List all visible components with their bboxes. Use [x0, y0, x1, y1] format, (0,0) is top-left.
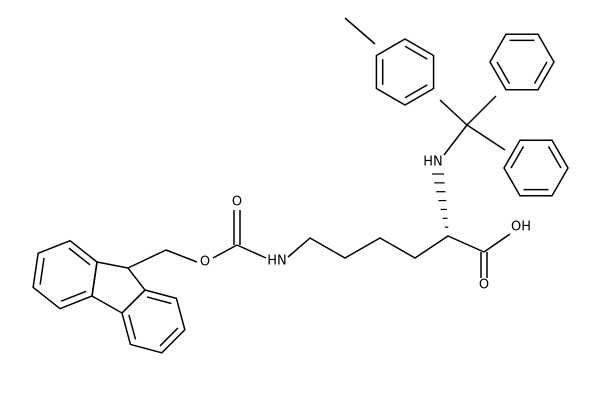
bond: [68, 247, 91, 266]
atom-label: OH: [511, 220, 531, 235]
atom-label: HN: [267, 254, 287, 269]
bond: [496, 61, 511, 84]
bond: [159, 327, 179, 347]
bond: [39, 257, 45, 285]
bond: [344, 17, 376, 45]
bond: [375, 38, 435, 106]
bond: [443, 124, 468, 156]
bond: [91, 261, 146, 314]
atom-label: O: [479, 278, 489, 293]
bond: [165, 249, 198, 263]
atom-labels: O O HN HN OH O: [200, 155, 531, 293]
bond: [533, 61, 548, 84]
atom-label: O: [200, 255, 210, 270]
bond: [489, 33, 555, 91]
hashed-wedge: [432, 173, 449, 237]
bonds: [32, 17, 569, 354]
bond: [404, 84, 428, 99]
bond: [483, 233, 511, 253]
bond: [287, 235, 449, 259]
bond: [503, 139, 569, 197]
bond: [32, 239, 98, 310]
atom-label: O: [232, 195, 242, 210]
bond: [466, 124, 506, 151]
bond: [212, 244, 238, 259]
bond: [60, 290, 87, 302]
bond: [510, 146, 525, 169]
bond: [404, 45, 428, 60]
bond: [447, 235, 485, 253]
bond: [128, 314, 137, 340]
bond: [236, 244, 267, 259]
bond: [146, 296, 172, 305]
bond: [127, 249, 167, 269]
bond: [466, 95, 497, 126]
bond: [547, 146, 562, 169]
bond: [121, 289, 186, 354]
bond: [439, 99, 468, 126]
atom-label: HN: [423, 155, 443, 170]
